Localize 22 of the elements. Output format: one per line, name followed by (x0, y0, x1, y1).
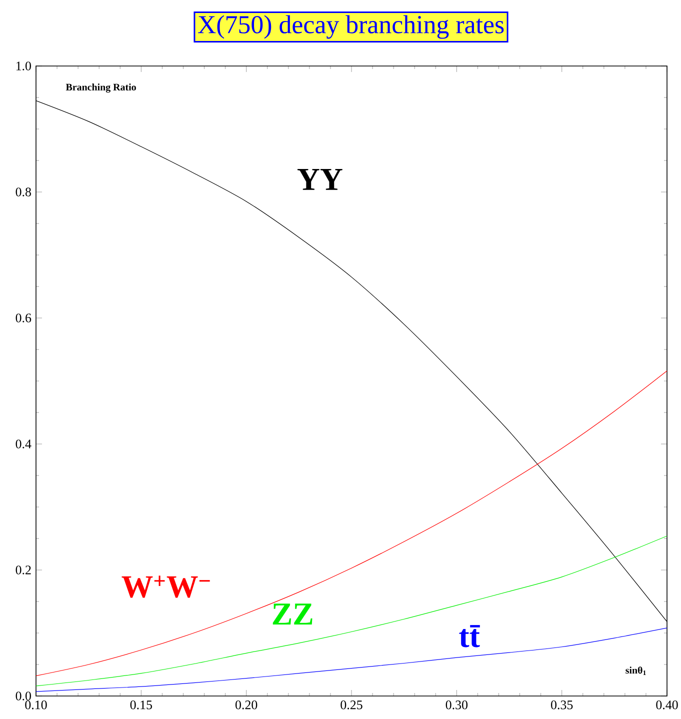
x-axis-title: sinθ$_{1}$ (626, 666, 646, 676)
y-tick-label: 0.4 (16, 440, 32, 448)
x-tick-label: 0.40 (656, 700, 678, 710)
series-label: YY (297, 168, 342, 190)
y-tick-label: 0.2 (16, 566, 31, 574)
x-tick-label: 0.10 (25, 700, 47, 710)
x-tick-label: 0.20 (236, 700, 258, 710)
line-series (36, 370, 668, 676)
x-tick-label: 0.35 (551, 700, 573, 710)
y-tick-label: 0.6 (16, 314, 32, 322)
y-tick-label: 1.0 (16, 62, 31, 70)
y-tick-label: 0.8 (16, 188, 31, 196)
series-label: W$^{+}$W$^{−}$ (122, 576, 210, 598)
x-tick-label: 0.30 (446, 700, 468, 710)
series-label: ZZ (272, 604, 312, 625)
x-tick-label: 0.15 (130, 700, 152, 710)
line-series (36, 536, 668, 686)
x-tick-label: 0.25 (340, 700, 362, 710)
chart-title: X(750) decay branching rates (198, 15, 504, 39)
y-tick-label: 0.0 (16, 692, 31, 700)
series-label: tt̄ (459, 625, 480, 648)
y-axis-title: Branching Ratio (66, 83, 136, 93)
